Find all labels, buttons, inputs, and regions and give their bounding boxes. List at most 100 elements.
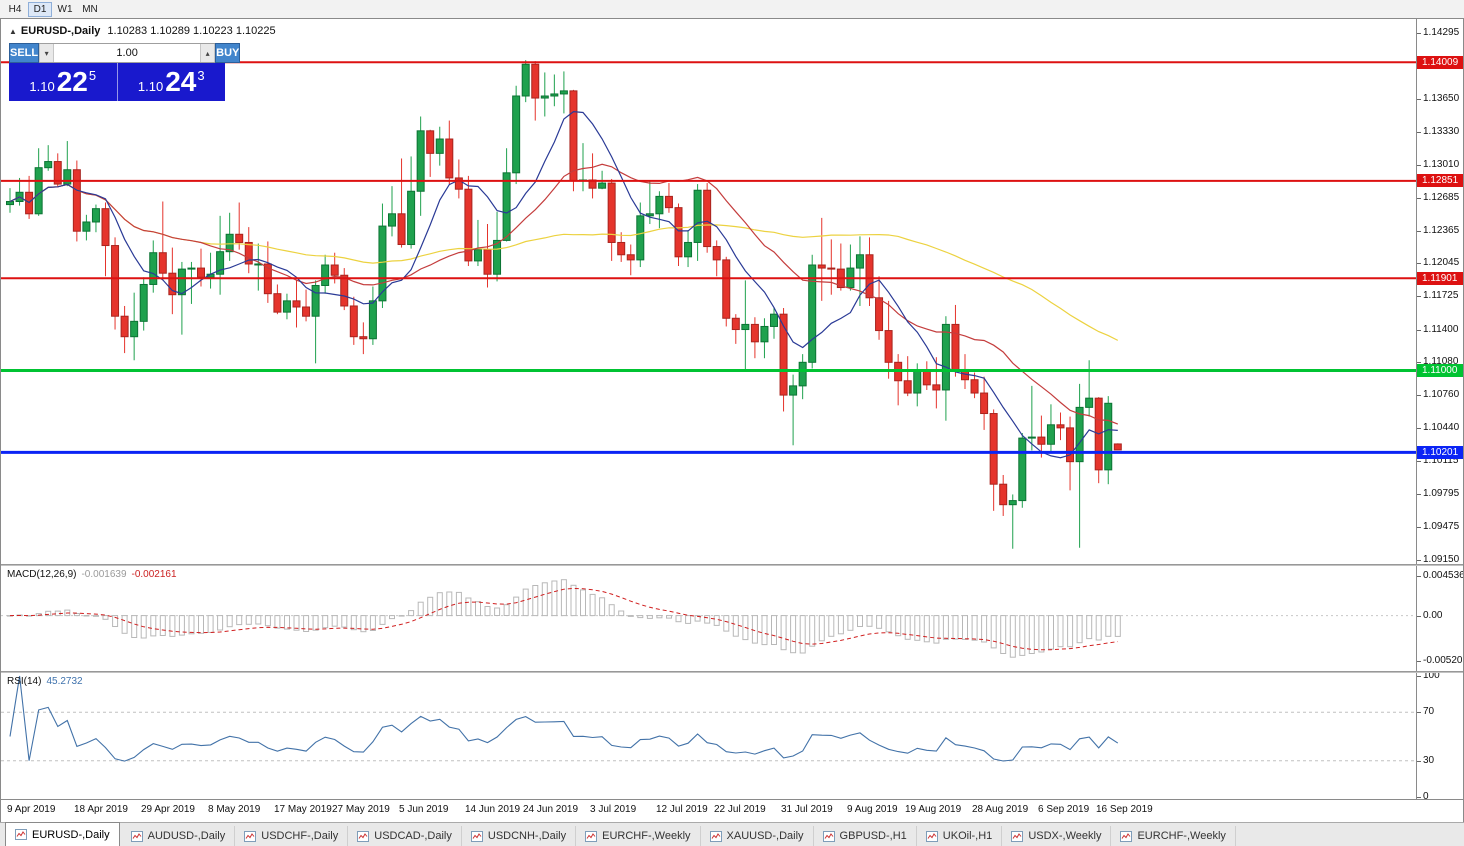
- price-scale-tick: 1.12685: [1417, 192, 1463, 204]
- chart-tab-usdchf-daily[interactable]: USDCHF-,Daily: [235, 826, 349, 846]
- chart-tab-xauusd-daily[interactable]: XAUUSD-,Daily: [701, 826, 814, 846]
- macd-pane[interactable]: MACD(12,26,9) -0.001639 -0.002161: [1, 566, 1416, 671]
- price-level-tag: 1.11901: [1417, 272, 1463, 285]
- date-axis-label: 14 Jun 2019: [465, 804, 521, 815]
- date-axis-label: 29 Apr 2019: [141, 804, 195, 815]
- chart-icon: [15, 829, 27, 840]
- rsi-scale-tick: 70: [1417, 706, 1463, 718]
- price-scale-tick: 1.09475: [1417, 521, 1463, 533]
- tab-label: USDCHF-,Daily: [261, 830, 339, 842]
- chart-tab-usdcad-daily[interactable]: USDCAD-,Daily: [348, 826, 462, 846]
- sell-button[interactable]: SELL: [9, 43, 40, 63]
- date-axis-label: 16 Sep 2019: [1096, 804, 1153, 815]
- chart-icon: [130, 830, 143, 842]
- bid-ask-display: 1.10 22 5 1.10 24 3: [9, 63, 225, 101]
- price-scale-tick: 1.09150: [1417, 554, 1463, 564]
- rsi-indicator-name: RSI(14): [7, 676, 42, 687]
- tab-label: USDX-,Weekly: [1028, 830, 1102, 842]
- chart-icon: [244, 830, 257, 842]
- rsi-value: 45.2732: [46, 676, 83, 687]
- rsi-scale[interactable]: 100 70 30 0: [1416, 673, 1463, 799]
- tab-label: GBPUSD-,H1: [839, 830, 907, 842]
- macd-scale-tick: -0.005205: [1417, 655, 1463, 667]
- bid-price-display[interactable]: 1.10 22 5: [9, 63, 117, 101]
- macd-scale[interactable]: 0.004536 0.00 -0.005205: [1416, 566, 1463, 671]
- chart-tab-audusd-daily[interactable]: AUDUSD-,Daily: [122, 826, 236, 846]
- macd-main-value: -0.001639: [81, 569, 127, 580]
- chevron-up-icon: ▴: [205, 48, 210, 58]
- price-level-tag: 1.10201: [1417, 446, 1463, 459]
- price-level-tag: 1.14009: [1417, 56, 1463, 69]
- chart-tab-ukoil-h1[interactable]: UKOil-,H1: [917, 826, 1003, 846]
- date-axis-label: 24 Jun 2019: [523, 804, 579, 815]
- tab-label: AUDUSD-,Daily: [147, 830, 226, 842]
- chevron-down-icon: ▾: [44, 48, 49, 58]
- candlestick-chart[interactable]: [1, 19, 1416, 564]
- macd-chart[interactable]: [1, 566, 1416, 671]
- date-axis-label: 12 Jul 2019: [656, 804, 708, 815]
- price-scale[interactable]: 1.142951.139801.136501.133301.130101.126…: [1416, 19, 1463, 564]
- price-pane[interactable]: ▲ EURUSD-,Daily 1.10283 1.10289 1.10223 1.…: [1, 19, 1416, 564]
- rsi-scale-tick: 100: [1417, 673, 1463, 682]
- chart-tabbar: EURUSD-,Daily AUDUSD-,Daily USDCHF-,Daily U…: [0, 822, 1464, 846]
- price-scale-tick: 1.11080: [1417, 356, 1463, 368]
- one-click-collapse-icon[interactable]: ▲: [9, 27, 17, 36]
- macd-scale-tick: 0.00: [1417, 610, 1463, 622]
- chart-icon: [470, 830, 483, 842]
- rsi-label: RSI(14) 45.2732: [7, 676, 88, 687]
- one-click-controls: SELL ▾ ▴ BUY: [9, 43, 241, 63]
- tab-label: USDCNH-,Daily: [487, 830, 567, 842]
- pane-splitter-1[interactable]: [1, 564, 1463, 566]
- date-axis-label: 27 May 2019: [332, 804, 390, 815]
- price-scale-tick: 1.12045: [1417, 257, 1463, 269]
- price-level-tag: 1.12851: [1417, 174, 1463, 187]
- rsi-chart[interactable]: [1, 673, 1416, 799]
- ask-price-point: 3: [197, 68, 205, 83]
- date-axis-label: 22 Jul 2019: [714, 804, 766, 815]
- timeframe-button-h4[interactable]: H4: [3, 2, 27, 17]
- price-scale-tick: 1.10440: [1417, 422, 1463, 434]
- timeframe-button-mn[interactable]: MN: [78, 2, 102, 17]
- rsi-pane[interactable]: RSI(14) 45.2732: [1, 673, 1416, 799]
- date-axis[interactable]: 9 Apr 2019 18 Apr 2019 29 Apr 2019 8 May 20…: [1, 799, 1463, 822]
- volume-increase-button[interactable]: ▴: [200, 44, 216, 62]
- date-axis-label: 28 Aug 2019: [972, 804, 1029, 815]
- volume-input[interactable]: [54, 44, 201, 62]
- date-axis-label: 3 Jul 2019: [590, 804, 637, 815]
- timeframe-button-w1[interactable]: W1: [53, 2, 77, 17]
- chart-tab-usdcnh-daily[interactable]: USDCNH-,Daily: [462, 826, 577, 846]
- ohlc-values: 1.10283 1.10289 1.10223 1.10225: [107, 25, 276, 37]
- date-axis-label: 18 Apr 2019: [74, 804, 128, 815]
- bid-price-major: 1.10: [29, 79, 55, 94]
- pane-splitter-2[interactable]: [1, 671, 1463, 673]
- tab-label: EURUSD-,Daily: [32, 828, 110, 841]
- price-scale-tick: 1.13650: [1417, 93, 1463, 105]
- chart-tab-eurchf-weekly[interactable]: EURCHF-,Weekly: [576, 826, 701, 846]
- chart-icon: [1011, 830, 1024, 842]
- tab-label: XAUUSD-,Daily: [726, 830, 804, 842]
- timeframe-toolbar: H4 D1 W1 MN: [0, 0, 1464, 19]
- buy-button[interactable]: BUY: [215, 43, 241, 63]
- price-scale-tick: 1.10115: [1417, 455, 1463, 467]
- price-scale-tick: 1.13010: [1417, 159, 1463, 171]
- macd-indicator-name: MACD(12,26,9): [7, 569, 77, 580]
- chart-tab-eurusd-daily[interactable]: EURUSD-,Daily: [5, 822, 120, 846]
- volume-decrease-button[interactable]: ▾: [39, 44, 55, 62]
- price-scale-tick: 1.14295: [1417, 27, 1463, 39]
- ask-price-display[interactable]: 1.10 24 3: [116, 63, 226, 101]
- price-scale-tick: 1.09795: [1417, 488, 1463, 500]
- macd-scale-tick: 0.004536: [1417, 570, 1463, 582]
- tab-label: UKOil-,H1: [942, 830, 993, 842]
- timeframe-button-d1[interactable]: D1: [28, 1, 52, 17]
- ask-price-pips: 24: [165, 66, 197, 97]
- chart-icon: [357, 830, 370, 842]
- chart-tab-gbpusd-h1[interactable]: GBPUSD-,H1: [814, 826, 917, 846]
- chart-tab-eurchf-weekly[interactable]: EURCHF-,Weekly: [1111, 826, 1236, 846]
- date-axis-label: 5 Jun 2019: [399, 804, 449, 815]
- chart-icon: [925, 830, 938, 842]
- price-level-tag: 1.11000: [1417, 364, 1463, 377]
- chart-icon: [1120, 830, 1133, 842]
- chart-tab-usdx-weekly[interactable]: USDX-,Weekly: [1002, 826, 1112, 846]
- price-scale-tick: 1.13330: [1417, 126, 1463, 138]
